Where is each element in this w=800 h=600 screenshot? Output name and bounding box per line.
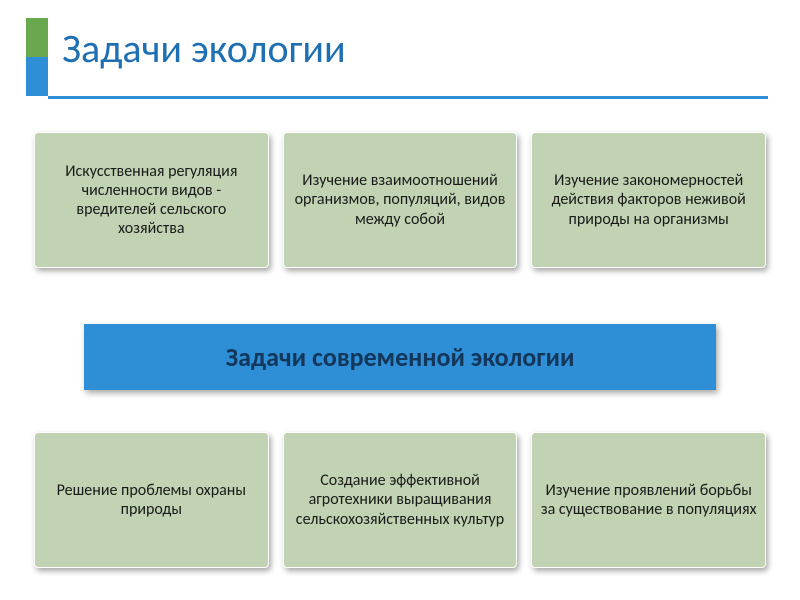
- task-box: Искусственная регуляция численности видо…: [34, 132, 269, 268]
- bottom-row: Решение проблемы охраны природы Создание…: [34, 432, 766, 568]
- accent-bar: [26, 18, 48, 96]
- accent-blue: [26, 57, 48, 96]
- task-box: Решение проблемы охраны природы: [34, 432, 269, 568]
- top-row: Искусственная регуляция численности видо…: [34, 132, 766, 268]
- page-title: Задачи экологии: [62, 24, 346, 73]
- accent-green: [26, 18, 48, 57]
- task-box: Изучение проявлений борьбы за существова…: [531, 432, 766, 568]
- task-box: Создание эффективной агротехники выращив…: [283, 432, 518, 568]
- title-underline: [48, 96, 768, 99]
- task-box: Изучение взаимоотношений организмов, поп…: [283, 132, 518, 268]
- section-banner: Задачи современной экологии: [84, 324, 716, 390]
- task-box: Изучение закономерностей действия фактор…: [531, 132, 766, 268]
